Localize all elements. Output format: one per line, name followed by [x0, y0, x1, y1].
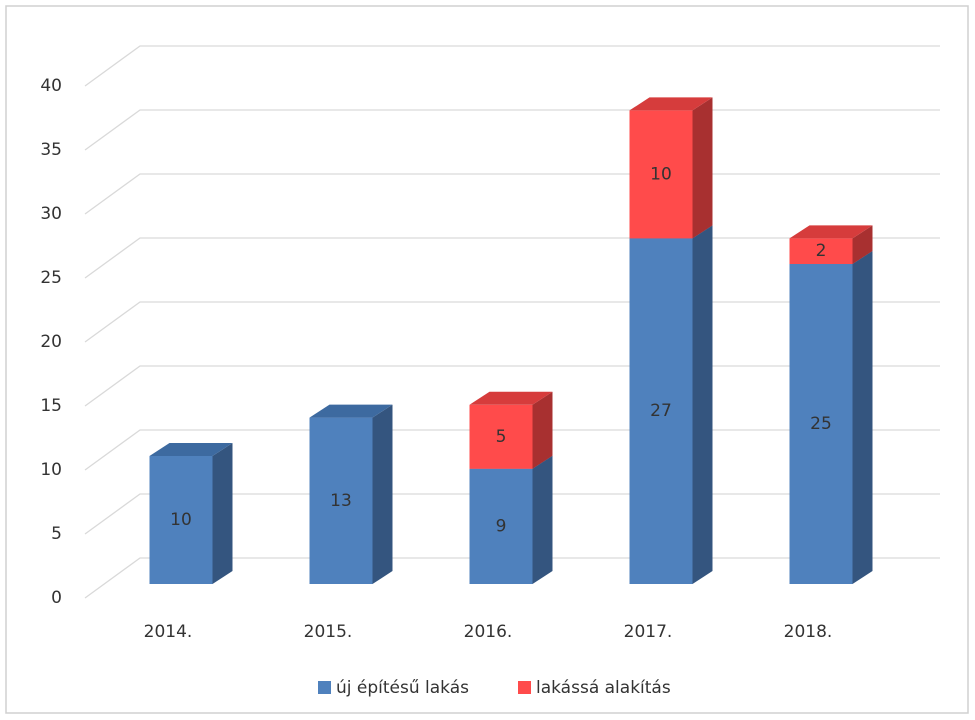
x-tick-label: 2017. [624, 622, 673, 642]
data-label: 2 [816, 241, 827, 261]
y-tick-label: 15 [40, 396, 62, 416]
bar-top [629, 97, 713, 111]
bar-front [789, 238, 853, 264]
bar [789, 251, 873, 584]
bar [309, 404, 393, 584]
data-label: 25 [810, 414, 832, 434]
x-tick-label: 2015. [304, 622, 353, 642]
bar-top [469, 391, 553, 405]
bar-side [692, 97, 713, 239]
bar-front [469, 468, 533, 584]
y-tick-label: 5 [51, 524, 62, 544]
bar-front [789, 264, 853, 584]
data-label: 5 [496, 427, 507, 447]
bar-front [149, 456, 213, 584]
grid-line [84, 45, 940, 87]
x-tick-label: 2014. [144, 622, 193, 642]
bar [629, 97, 713, 239]
data-label: 13 [330, 491, 352, 511]
legend-label: új építésű lakás [336, 678, 469, 698]
bar-top [789, 225, 873, 239]
bar-top [149, 443, 233, 456]
bar-front [629, 110, 693, 239]
legend-label: lakássá alakítás [536, 678, 671, 698]
bar-side [372, 404, 393, 584]
y-tick-label: 30 [40, 204, 62, 224]
bar [789, 225, 873, 264]
y-tick-label: 10 [40, 460, 62, 480]
legend-swatch [518, 681, 531, 694]
data-label: 9 [496, 516, 507, 536]
y-tick-label: 0 [51, 588, 62, 608]
bar-side [692, 225, 713, 584]
bar-top [309, 404, 393, 418]
y-tick-label: 20 [40, 332, 62, 352]
bar [469, 391, 553, 469]
bar-side [212, 443, 233, 584]
bar [149, 443, 233, 584]
bar-front [629, 238, 693, 584]
bar [629, 225, 713, 584]
data-label: 10 [170, 510, 192, 530]
y-tick-label: 35 [40, 140, 62, 160]
bar [469, 455, 553, 584]
data-label: 10 [650, 164, 672, 184]
legend-swatch [318, 681, 331, 694]
data-label: 27 [650, 401, 672, 421]
bar-front [309, 417, 373, 584]
x-tick-label: 2018. [784, 622, 833, 642]
bar-side [852, 225, 873, 264]
bar-front [469, 404, 533, 469]
bar-side [852, 251, 873, 584]
bar-side [532, 455, 553, 584]
x-tick-label: 2016. [464, 622, 513, 642]
y-tick-label: 25 [40, 268, 62, 288]
bar-side [532, 391, 553, 469]
y-tick-label: 40 [40, 76, 62, 96]
